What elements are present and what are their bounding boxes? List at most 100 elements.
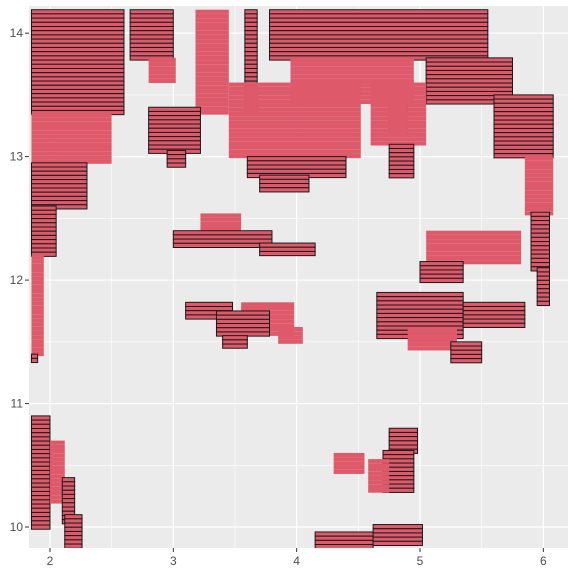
bar-mark: [370, 132, 427, 138]
bar-mark: [148, 110, 201, 117]
mark-region: [407, 329, 457, 351]
bar-mark: [49, 490, 65, 496]
bar-mark: [31, 155, 112, 160]
bar-mark: [195, 34, 229, 40]
y-tick-label: 12: [10, 273, 24, 287]
bar-mark: [129, 34, 174, 40]
bar-mark: [530, 249, 550, 255]
bar-mark: [31, 288, 44, 294]
bar-mark: [450, 341, 483, 347]
bar-mark: [30, 187, 88, 193]
mark-region: [530, 211, 550, 272]
bar-mark: [31, 159, 112, 164]
bar-mark: [269, 30, 489, 36]
bar-mark: [228, 128, 361, 133]
mark-region: [370, 82, 427, 146]
bar-mark: [269, 46, 489, 53]
bar-mark: [426, 255, 522, 261]
bar-mark: [30, 63, 125, 69]
bar-mark: [195, 43, 229, 48]
bar-mark: [244, 30, 258, 36]
bar-mark: [30, 166, 88, 172]
mark-region: [333, 452, 365, 474]
bar-mark: [244, 42, 258, 48]
bar-mark: [30, 461, 51, 467]
bar-mark: [30, 507, 51, 513]
bar-mark: [290, 62, 414, 67]
bar-mark: [195, 76, 229, 82]
bar-mark: [376, 317, 464, 323]
bar-mark: [200, 213, 242, 218]
y-tick-label: 11: [11, 397, 24, 411]
mark-region: [148, 57, 176, 84]
y-tick-label: 10: [10, 520, 24, 534]
bar-mark: [524, 181, 554, 187]
bar-mark: [31, 330, 44, 336]
bar-mark: [195, 81, 229, 86]
bar-mark: [30, 465, 51, 471]
bar-mark: [524, 186, 554, 191]
bar-mark: [370, 82, 427, 87]
bar-mark: [246, 156, 347, 162]
mark-region: [148, 106, 201, 154]
bar-mark: [30, 67, 125, 74]
bar-mark: [493, 148, 554, 155]
bar-mark: [30, 415, 51, 421]
bar-mark: [370, 111, 427, 117]
bar-mark: [31, 146, 112, 152]
bar-mark: [30, 179, 88, 185]
bar-mark: [215, 310, 271, 316]
bar-mark: [64, 535, 83, 541]
bar-mark: [30, 55, 125, 61]
bar-mark: [49, 495, 65, 500]
bar-mark: [61, 489, 76, 495]
bar-mark: [382, 454, 415, 460]
bar-mark: [462, 318, 526, 324]
bar-mark: [30, 440, 51, 446]
bar-mark: [30, 191, 88, 197]
bar-mark: [388, 160, 415, 166]
bar-mark: [31, 284, 44, 289]
mark-region: [129, 9, 174, 61]
bar-mark: [524, 169, 554, 174]
bar-mark: [148, 106, 201, 112]
bar-mark: [314, 535, 374, 541]
bar-mark: [228, 145, 361, 150]
bar-mark: [30, 448, 51, 455]
mark-region: [388, 427, 419, 454]
bar-mark: [370, 137, 427, 142]
bar-mark: [30, 42, 125, 48]
bar-mark: [376, 312, 464, 319]
bar-mark: [425, 74, 513, 80]
mark-region: [166, 149, 187, 168]
bar-mark: [195, 26, 229, 31]
bar-mark: [493, 144, 554, 150]
bar-mark: [524, 206, 554, 212]
bar-mark: [530, 215, 550, 222]
bar-mark: [530, 224, 550, 230]
bar-mark: [215, 318, 271, 325]
x-tick-label: 4: [293, 554, 300, 568]
bar-mark: [228, 95, 361, 100]
bar-mark: [370, 99, 427, 104]
mark-region: [419, 261, 464, 284]
bar-mark: [129, 46, 174, 53]
mark-region: [228, 82, 361, 159]
mark-region: [278, 327, 303, 344]
bar-mark: [278, 327, 303, 332]
bar-mark: [368, 484, 390, 489]
bar-mark: [30, 478, 51, 484]
bar-mark: [314, 544, 374, 548]
bar-mark: [536, 300, 550, 307]
bar-mark: [30, 34, 125, 40]
mark-region: [536, 267, 550, 307]
bar-mark: [30, 482, 51, 488]
bar-mark: [30, 516, 51, 522]
bar-mark: [426, 260, 522, 265]
bar-mark: [222, 343, 248, 349]
bar-mark: [31, 142, 112, 147]
bar-mark: [30, 13, 125, 19]
bar-mark: [536, 267, 550, 273]
bar-mark: [64, 543, 83, 548]
